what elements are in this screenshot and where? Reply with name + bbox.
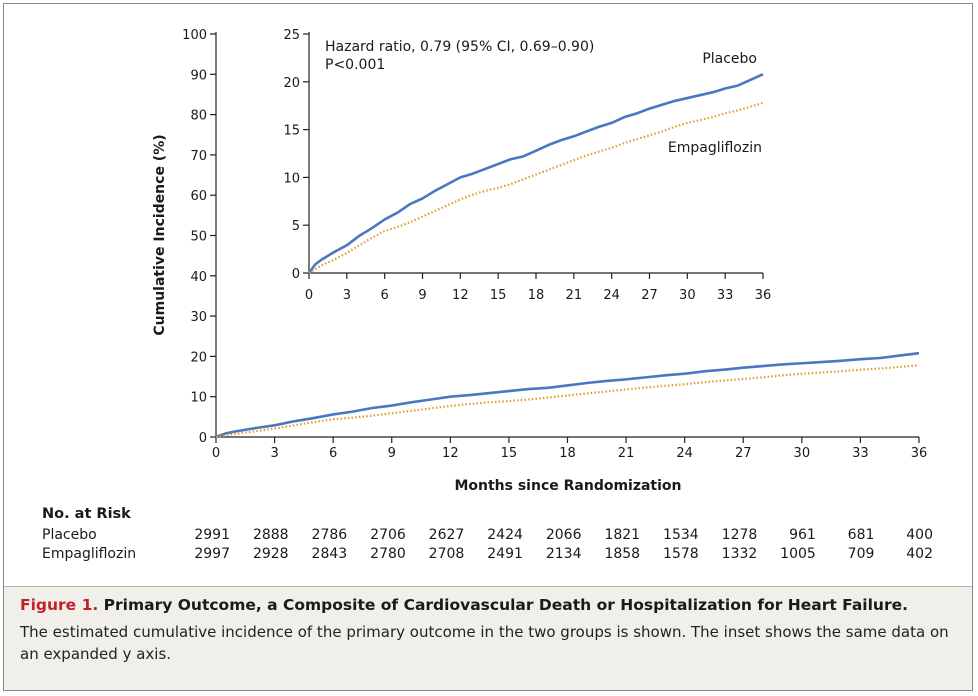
main-y-tick-label: 30 <box>190 310 207 325</box>
main-x-tick-label: 27 <box>735 446 752 461</box>
main-x-tick-label: 15 <box>501 446 518 461</box>
main-x-tick-label: 24 <box>676 446 693 461</box>
legend-placebo: Placebo <box>702 51 757 67</box>
main-x-tick-label: 9 <box>388 446 396 461</box>
risk-count: 2843 <box>311 546 348 562</box>
risk-count: 2134 <box>545 546 582 562</box>
hazard-ratio-annotation: Hazard ratio, 0.79 (95% CI, 0.69–0.90) <box>325 39 594 55</box>
risk-count: 2780 <box>370 546 406 562</box>
inset-x-tick-label: 12 <box>452 288 469 303</box>
risk-count: 1005 <box>780 546 816 562</box>
main-x-tick-label: 18 <box>559 446 576 461</box>
inset-x-tick-label: 24 <box>603 288 620 303</box>
x-axis-title: Months since Randomization <box>454 478 681 494</box>
risk-row-label: Empagliflozin <box>42 546 137 562</box>
caption-heading: Figure 1. Primary Outcome, a Composite o… <box>20 596 956 614</box>
risk-row-empagliflozin: Empagliflozin 2997 2928 2843 2780 2708 2491 21… <box>42 546 942 565</box>
risk-count: 1534 <box>663 527 699 543</box>
risk-count: 2928 <box>252 546 289 562</box>
main-x-tick-label: 36 <box>911 446 928 461</box>
inset-x-tick-label: 21 <box>566 288 583 303</box>
risk-count: 1821 <box>604 527 641 543</box>
main-x-tick-label: 33 <box>852 446 869 461</box>
caption-figure-label: Figure 1. <box>20 596 99 614</box>
main-y-tick-label: 90 <box>190 68 207 83</box>
inset-x-tick-label: 0 <box>305 288 313 303</box>
main-y-tick-label: 100 <box>182 28 207 43</box>
legend-empagliflozin: Empagliflozin <box>668 140 762 156</box>
inset-x-tick-label: 9 <box>418 288 426 303</box>
risk-count: 681 <box>847 527 875 543</box>
y-axis-title: Cumulative Incidence (%) <box>152 134 168 335</box>
inset-x-tick-label: 18 <box>528 288 545 303</box>
inset-series-empagliflozin-line <box>308 101 764 274</box>
risk-table: No. at Risk Placebo 2991 2888 2786 2706 2627… <box>42 506 942 565</box>
inset-y-tick-label: 15 <box>283 124 300 139</box>
risk-count: 1278 <box>721 527 758 543</box>
main-y-tick-label: 40 <box>190 270 207 285</box>
main-y-tick-label: 20 <box>190 350 207 365</box>
risk-count: 2066 <box>545 527 582 543</box>
main-y-tick-label: 60 <box>190 189 207 204</box>
risk-row-placebo: Placebo 2991 2888 2786 2706 2627 2424 2066 1821… <box>42 527 942 546</box>
caption-body: The estimated cumulative incidence of th… <box>20 623 949 663</box>
main-y-tick-label: 50 <box>190 230 207 245</box>
figure-caption: Figure 1. Primary Outcome, a Composite o… <box>4 586 972 690</box>
risk-row-label: Placebo <box>42 527 97 543</box>
inset-x-tick-label: 36 <box>755 288 772 303</box>
risk-count: 961 <box>789 527 816 543</box>
main-y-tick-label: 0 <box>199 431 207 446</box>
inset-x-tick-label: 15 <box>490 288 507 303</box>
inset-x-tick-label: 6 <box>381 288 389 303</box>
main-x-tick-label: 0 <box>212 446 220 461</box>
inset-series-placebo-line <box>307 72 764 274</box>
inset-y-tick-label: 0 <box>292 267 300 282</box>
risk-count: 1858 <box>604 546 641 562</box>
risk-count: 2627 <box>428 527 465 543</box>
inset-y-tick-label: 25 <box>283 28 300 43</box>
main-x-tick-label: 3 <box>270 446 278 461</box>
risk-count: 2491 <box>487 546 523 562</box>
risk-count: 1332 <box>721 546 758 562</box>
main-y-tick-label: 10 <box>190 391 207 406</box>
inset-y-tick-label: 5 <box>292 219 300 234</box>
caption-title: Primary Outcome, a Composite of Cardiova… <box>103 596 908 614</box>
risk-count: 2997 <box>194 546 230 562</box>
inset-x-tick-label: 3 <box>343 288 351 303</box>
figure-frame <box>3 3 973 691</box>
main-series-empagliflozin-line <box>215 364 920 439</box>
inset-x-tick-label: 33 <box>717 288 734 303</box>
main-x-tick-label: 21 <box>618 446 635 461</box>
inset-x-tick-label: 30 <box>679 288 696 303</box>
risk-count: 709 <box>847 546 875 562</box>
main-x-tick-label: 6 <box>329 446 337 461</box>
risk-count: 2991 <box>194 527 230 543</box>
p-value-annotation: P<0.001 <box>325 57 385 73</box>
inset-x-tick-label: 27 <box>641 288 658 303</box>
inset-y-tick-label: 20 <box>283 76 300 91</box>
main-series-placebo-line <box>215 351 920 439</box>
risk-count: 2706 <box>370 527 406 543</box>
risk-count: 400 <box>906 527 933 543</box>
risk-count: 2888 <box>252 527 289 543</box>
risk-count: 2786 <box>311 527 348 543</box>
risk-count: 1578 <box>663 546 699 562</box>
risk-count: 402 <box>906 546 933 562</box>
risk-count: 2708 <box>428 546 465 562</box>
main-y-tick-label: 80 <box>190 109 207 124</box>
inset-y-tick-label: 10 <box>283 171 300 186</box>
main-y-tick-label: 70 <box>190 149 207 164</box>
main-x-tick-label: 30 <box>794 446 811 461</box>
risk-count: 2424 <box>487 527 523 543</box>
risk-table-title: No. at Risk <box>42 506 131 522</box>
main-x-tick-label: 12 <box>442 446 459 461</box>
